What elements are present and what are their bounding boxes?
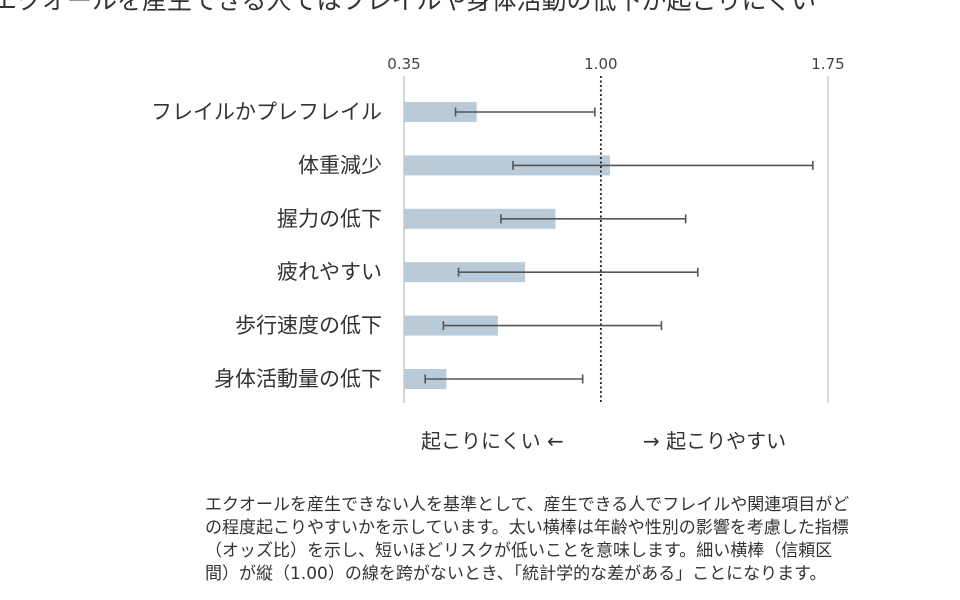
- category-label: 握力の低下: [277, 207, 382, 231]
- category-label: フレイルかプレフレイル: [151, 100, 382, 124]
- category-label: 身体活動量の低下: [214, 367, 382, 391]
- error-bar-layer: [424, 107, 814, 384]
- category-label: 歩行速度の低下: [235, 314, 382, 338]
- category-label: 疲れやすい: [277, 260, 382, 284]
- x-tick-label: 1.75: [811, 55, 844, 73]
- direction-label-right: → 起こりやすい: [643, 429, 786, 453]
- label-layer: 0.35 1.00 1.75 フレイルかプレフレイル体重減少握力の低下疲れやすい歩行速…: [151, 55, 845, 453]
- bar: [404, 102, 477, 122]
- bar: [404, 155, 610, 176]
- bar: [404, 208, 556, 229]
- chart-title: エクオールを産生できる人ではフレイルや身体活動の低下が起こりにくい: [0, 0, 817, 15]
- grid-layer: [403, 76, 829, 403]
- category-label: 体重減少: [298, 153, 382, 177]
- bar-layer: [404, 102, 610, 389]
- direction-label-left: 起こりにくい ←: [421, 429, 564, 453]
- chart-explanation: エクオールを産生できない人を基準として、産生できる人でフレイルや関連項目がどの程…: [205, 495, 850, 584]
- x-tick-label: 0.35: [387, 55, 420, 73]
- x-tick-label: 1.00: [584, 55, 617, 73]
